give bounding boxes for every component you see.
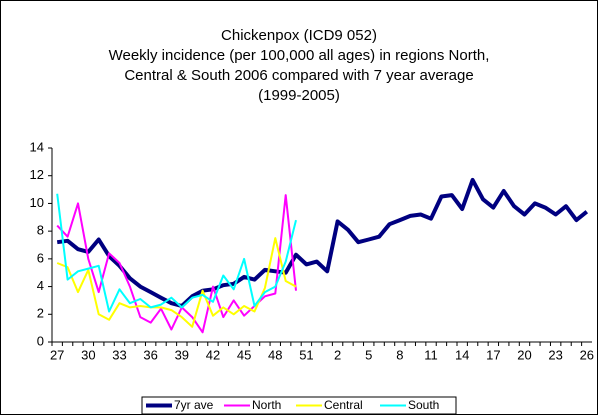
x-tick-label: 26	[580, 347, 594, 362]
y-tick-label: 10	[30, 195, 44, 210]
x-tick-label: 17	[486, 347, 500, 362]
x-tick-label: 51	[299, 347, 313, 362]
y-tick-label: 4	[37, 278, 44, 293]
chart-title: Weekly incidence (per 100,000 all ages) …	[109, 47, 490, 64]
series-line	[56, 177, 589, 308]
legend-label: North	[252, 398, 281, 412]
x-tick-label: 5	[365, 347, 372, 362]
chart-title: Chickenpox (ICD9 052)	[221, 27, 377, 44]
x-tick-label: 20	[517, 347, 531, 362]
x-tick-label: 23	[548, 347, 562, 362]
x-tick-label: 45	[237, 347, 251, 362]
x-tick-label: 42	[206, 347, 220, 362]
y-tick-label: 0	[37, 333, 44, 348]
legend-label: Central	[324, 398, 363, 412]
x-tick-label: 8	[396, 347, 403, 362]
chart-title: (1999-2005)	[258, 87, 340, 104]
x-tick-label: 48	[268, 347, 282, 362]
x-tick-label: 30	[81, 347, 95, 362]
y-tick-label: 6	[37, 250, 44, 265]
x-tick-label: 14	[455, 347, 469, 362]
x-tick-label: 39	[175, 347, 189, 362]
chart-title: Central & South 2006 compared with 7 yea…	[124, 67, 473, 84]
x-tick-label: 33	[112, 347, 126, 362]
y-tick-label: 2	[37, 306, 44, 321]
x-tick-label: 11	[424, 347, 438, 362]
legend-label: 7yr ave	[174, 398, 214, 412]
y-tick-label: 8	[37, 223, 44, 238]
series-line	[56, 237, 297, 328]
x-tick-label: 27	[50, 347, 64, 362]
legend-label: South	[408, 398, 439, 412]
y-tick-label: 14	[30, 139, 44, 154]
x-tick-label: 36	[143, 347, 157, 362]
x-tick-label: 2	[334, 347, 341, 362]
series-line	[56, 193, 297, 313]
y-tick-label: 12	[30, 167, 44, 182]
